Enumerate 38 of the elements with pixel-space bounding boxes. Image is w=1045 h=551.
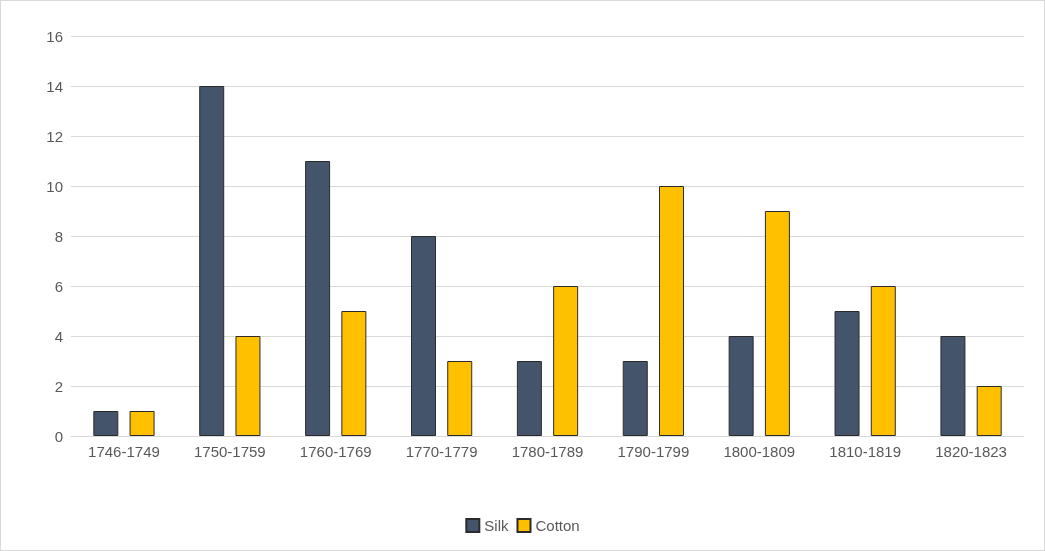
bar: [870, 286, 896, 436]
y-tick-label: 14: [46, 77, 63, 95]
bar: [940, 336, 966, 436]
x-tick-label: 1760-1769: [299, 443, 372, 460]
x-tick-label: 1790-1799: [617, 443, 690, 460]
bar: [447, 361, 473, 436]
bar: [410, 236, 436, 436]
bar: [834, 311, 860, 436]
bar: [516, 361, 542, 436]
y-tick-label: 10: [46, 177, 63, 195]
bar: [129, 411, 155, 436]
y-tick-label: 0: [54, 427, 63, 445]
x-tick-label: 1800-1809: [723, 443, 796, 460]
x-tick-label: 1820-1823: [935, 443, 1007, 460]
legend-label: Cotton: [535, 517, 580, 534]
x-tick-label: 1780-1789: [511, 443, 584, 460]
x-tick-label: 1750-1759: [193, 443, 266, 460]
bar: [93, 411, 119, 436]
y-tick-label: 6: [54, 277, 63, 295]
bar: [341, 311, 367, 436]
bar: [553, 286, 579, 436]
bar: [659, 186, 685, 436]
bar: [305, 161, 331, 436]
bar: [622, 361, 648, 436]
y-tick-label: 12: [46, 127, 63, 145]
y-tick-label: 8: [54, 227, 63, 245]
bar: [235, 336, 261, 436]
bar: [728, 336, 754, 436]
bar: [976, 386, 1002, 436]
legend-label: Silk: [484, 517, 509, 534]
y-tick-label: 2: [54, 377, 63, 395]
x-tick-label: 1770-1779: [405, 443, 478, 460]
x-tick-label: 1746-1749: [88, 443, 160, 460]
bar: [764, 211, 790, 436]
y-tick-label: 16: [46, 27, 63, 45]
bar: [199, 86, 225, 436]
y-tick-label: 4: [54, 327, 63, 345]
x-tick-label: 1810-1819: [829, 443, 902, 460]
